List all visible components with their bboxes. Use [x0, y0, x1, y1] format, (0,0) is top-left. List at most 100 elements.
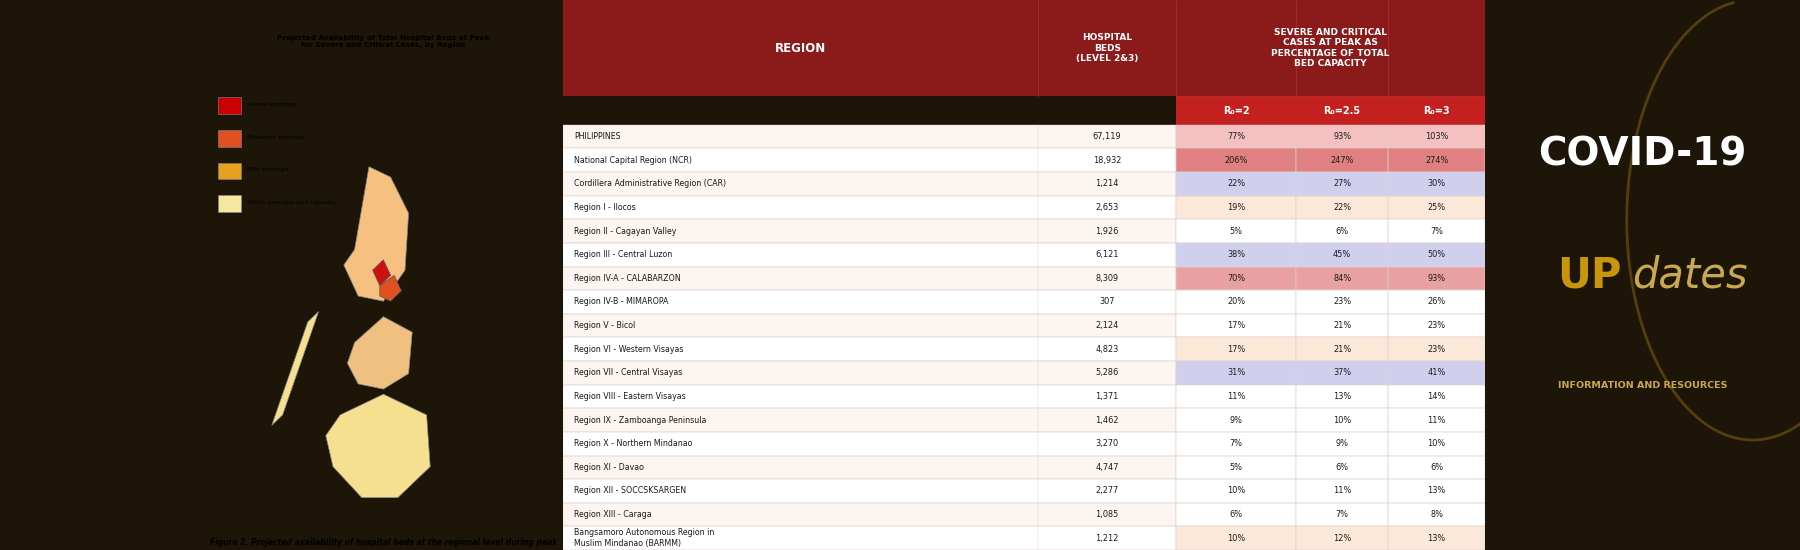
Text: PHILIPPINES: PHILIPPINES: [574, 132, 621, 141]
FancyBboxPatch shape: [563, 148, 1175, 172]
Text: Region IV-A - CALABARZON: Region IV-A - CALABARZON: [574, 274, 680, 283]
Text: 38%: 38%: [1228, 250, 1246, 259]
Text: 14%: 14%: [1427, 392, 1445, 401]
FancyBboxPatch shape: [1388, 503, 1485, 526]
Text: 23%: 23%: [1427, 321, 1445, 330]
FancyBboxPatch shape: [563, 526, 1175, 550]
Text: 18,932: 18,932: [1093, 156, 1121, 165]
Text: 5,286: 5,286: [1096, 368, 1120, 377]
FancyBboxPatch shape: [1296, 172, 1388, 196]
Text: 23%: 23%: [1334, 298, 1352, 306]
FancyBboxPatch shape: [563, 338, 1175, 361]
Text: Figure 2. Projected availability of hospital beds at the regional level during p: Figure 2. Projected availability of hosp…: [211, 538, 556, 547]
Text: 8,309: 8,309: [1096, 274, 1120, 283]
FancyBboxPatch shape: [218, 130, 241, 147]
FancyBboxPatch shape: [1296, 526, 1388, 550]
FancyBboxPatch shape: [218, 195, 241, 212]
Text: 6%: 6%: [1429, 463, 1444, 472]
Text: 17%: 17%: [1228, 321, 1246, 330]
FancyBboxPatch shape: [563, 455, 1175, 479]
Text: UP: UP: [1557, 254, 1622, 296]
FancyBboxPatch shape: [1296, 361, 1388, 384]
FancyBboxPatch shape: [1175, 432, 1296, 455]
FancyBboxPatch shape: [1388, 526, 1485, 550]
Text: R₀=2.5: R₀=2.5: [1323, 106, 1361, 116]
Text: Mild shortage: Mild shortage: [247, 167, 288, 172]
FancyBboxPatch shape: [1388, 219, 1485, 243]
Text: 206%: 206%: [1224, 156, 1247, 165]
Text: 4,747: 4,747: [1096, 463, 1120, 472]
Text: 25%: 25%: [1427, 203, 1445, 212]
FancyBboxPatch shape: [1388, 125, 1485, 148]
FancyBboxPatch shape: [1175, 408, 1296, 432]
Text: Region XII - SOCCSKSARGEN: Region XII - SOCCSKSARGEN: [574, 486, 686, 496]
Text: 7%: 7%: [1229, 439, 1242, 448]
FancyBboxPatch shape: [563, 172, 1175, 196]
Text: 9%: 9%: [1229, 416, 1242, 425]
FancyBboxPatch shape: [1388, 267, 1485, 290]
FancyBboxPatch shape: [1388, 148, 1485, 172]
Polygon shape: [272, 311, 319, 425]
Text: Region IV-B - MIMAROPA: Region IV-B - MIMAROPA: [574, 298, 670, 306]
Text: 6%: 6%: [1229, 510, 1242, 519]
FancyBboxPatch shape: [1388, 361, 1485, 384]
Text: 11%: 11%: [1228, 392, 1246, 401]
Text: Region XIII - Caraga: Region XIII - Caraga: [574, 510, 652, 519]
Text: Region II - Cagayan Valley: Region II - Cagayan Valley: [574, 227, 677, 235]
FancyBboxPatch shape: [218, 163, 241, 179]
FancyBboxPatch shape: [563, 479, 1175, 503]
Polygon shape: [344, 167, 409, 301]
FancyBboxPatch shape: [1175, 526, 1296, 550]
Text: 31%: 31%: [1228, 368, 1246, 377]
Text: 23%: 23%: [1427, 345, 1445, 354]
Text: Bangsamoro Autonomous Region in
Muslim Mindanao (BARMM): Bangsamoro Autonomous Region in Muslim M…: [574, 529, 715, 548]
Text: 274%: 274%: [1426, 156, 1449, 165]
Text: Region XI - Davao: Region XI - Davao: [574, 463, 644, 472]
FancyBboxPatch shape: [1175, 96, 1485, 125]
Text: 10%: 10%: [1334, 416, 1352, 425]
Text: 12%: 12%: [1334, 534, 1352, 543]
FancyBboxPatch shape: [1296, 148, 1388, 172]
FancyBboxPatch shape: [1175, 455, 1296, 479]
FancyBboxPatch shape: [1175, 314, 1296, 338]
Text: 1,212: 1,212: [1096, 534, 1120, 543]
Text: Region I - Ilocos: Region I - Ilocos: [574, 203, 635, 212]
FancyBboxPatch shape: [563, 219, 1175, 243]
FancyBboxPatch shape: [218, 97, 241, 114]
FancyBboxPatch shape: [563, 432, 1175, 455]
FancyBboxPatch shape: [563, 503, 1175, 526]
Text: 5%: 5%: [1229, 227, 1242, 235]
FancyBboxPatch shape: [1296, 314, 1388, 338]
FancyBboxPatch shape: [1388, 384, 1485, 408]
Text: 1,926: 1,926: [1096, 227, 1120, 235]
Text: Region III - Central Luzon: Region III - Central Luzon: [574, 250, 673, 259]
FancyBboxPatch shape: [563, 314, 1175, 338]
FancyBboxPatch shape: [563, 384, 1175, 408]
Text: 13%: 13%: [1427, 534, 1445, 543]
Text: 6,121: 6,121: [1096, 250, 1120, 259]
Text: 13%: 13%: [1427, 486, 1445, 496]
FancyBboxPatch shape: [1296, 408, 1388, 432]
FancyBboxPatch shape: [1388, 243, 1485, 267]
Text: 37%: 37%: [1334, 368, 1352, 377]
Text: 307: 307: [1100, 298, 1114, 306]
FancyBboxPatch shape: [1388, 338, 1485, 361]
Text: 13%: 13%: [1334, 392, 1352, 401]
Text: R₀=3: R₀=3: [1424, 106, 1451, 116]
Text: 20%: 20%: [1228, 298, 1246, 306]
FancyBboxPatch shape: [1175, 503, 1296, 526]
Text: 26%: 26%: [1427, 298, 1445, 306]
Text: 41%: 41%: [1427, 368, 1445, 377]
FancyBboxPatch shape: [563, 243, 1175, 267]
Text: 1,085: 1,085: [1096, 510, 1120, 519]
FancyBboxPatch shape: [1388, 408, 1485, 432]
Text: dates: dates: [1633, 254, 1748, 296]
Text: HOSPITAL
BEDS
(LEVEL 2&3): HOSPITAL BEDS (LEVEL 2&3): [1076, 33, 1138, 63]
Text: National Capital Region (NCR): National Capital Region (NCR): [574, 156, 693, 165]
FancyBboxPatch shape: [1175, 125, 1296, 148]
Text: Region VI - Western Visayas: Region VI - Western Visayas: [574, 345, 684, 354]
Text: 11%: 11%: [1427, 416, 1445, 425]
Text: 8%: 8%: [1431, 510, 1444, 519]
Text: Within available bed capacity: Within available bed capacity: [247, 200, 335, 205]
Text: 103%: 103%: [1426, 132, 1449, 141]
